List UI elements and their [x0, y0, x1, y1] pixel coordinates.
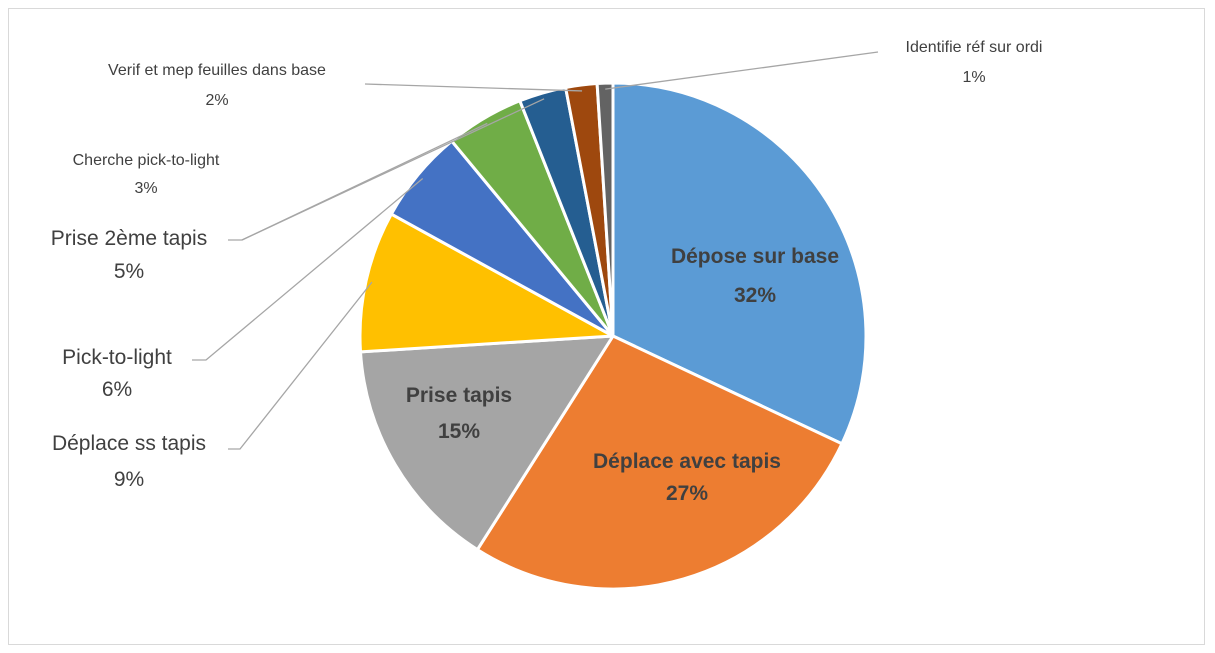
label-cherche-pick-to-light-pct: 3% — [134, 180, 157, 197]
label-verif-mep-name: Verif et mep feuilles dans base — [108, 62, 326, 79]
leader-line-cherche-pick-to-light — [241, 98, 545, 241]
label-deplace-avec-tapis-name: Déplace avec tapis — [593, 450, 781, 473]
label-deplace-ss-tapis-pct: 9% — [114, 468, 144, 491]
leader-line-pick-to-light — [192, 178, 424, 361]
pie-slice-d-place-ss-tapis — [358, 212, 615, 354]
label-depose-sur-base-pct: 32% — [734, 284, 776, 307]
label-deplace-ss-tapis-name: Déplace ss tapis — [52, 432, 206, 455]
label-pick-to-light-pct: 6% — [102, 378, 132, 401]
label-identifie-ref-name: Identifie réf sur ordi — [906, 39, 1043, 56]
label-pick-to-light-name: Pick-to-light — [62, 346, 172, 369]
label-prise-2eme-tapis-name: Prise 2ème tapis — [51, 227, 207, 250]
pie-slice-identifie-r-f-sur-ordi — [595, 81, 615, 338]
label-cherche-pick-to-light-name: Cherche pick-to-light — [73, 152, 220, 169]
leader-line-d-place-ss-tapis — [228, 281, 373, 450]
label-prise-2eme-tapis-pct: 5% — [114, 260, 144, 283]
leader-line-identifie-r-f-sur-ordi — [605, 51, 879, 90]
label-deplace-avec-tapis-pct: 27% — [666, 482, 708, 505]
leader-line-verif-et-mep-feuilles-dans-base — [364, 83, 583, 92]
label-prise-tapis-pct: 15% — [438, 420, 480, 443]
pie-slice-d-pose-sur-base — [611, 81, 868, 446]
pie-slices — [358, 81, 868, 591]
pie-slice-prise-tapis — [358, 334, 615, 552]
label-identifie-ref-pct: 1% — [962, 69, 985, 86]
pie-slice-d-place-avec-tapis — [475, 334, 844, 591]
label-depose-sur-base-name: Dépose sur base — [671, 245, 839, 268]
label-prise-tapis-name: Prise tapis — [406, 384, 512, 407]
leader-lines — [192, 51, 879, 450]
label-verif-mep-pct: 2% — [205, 92, 228, 109]
